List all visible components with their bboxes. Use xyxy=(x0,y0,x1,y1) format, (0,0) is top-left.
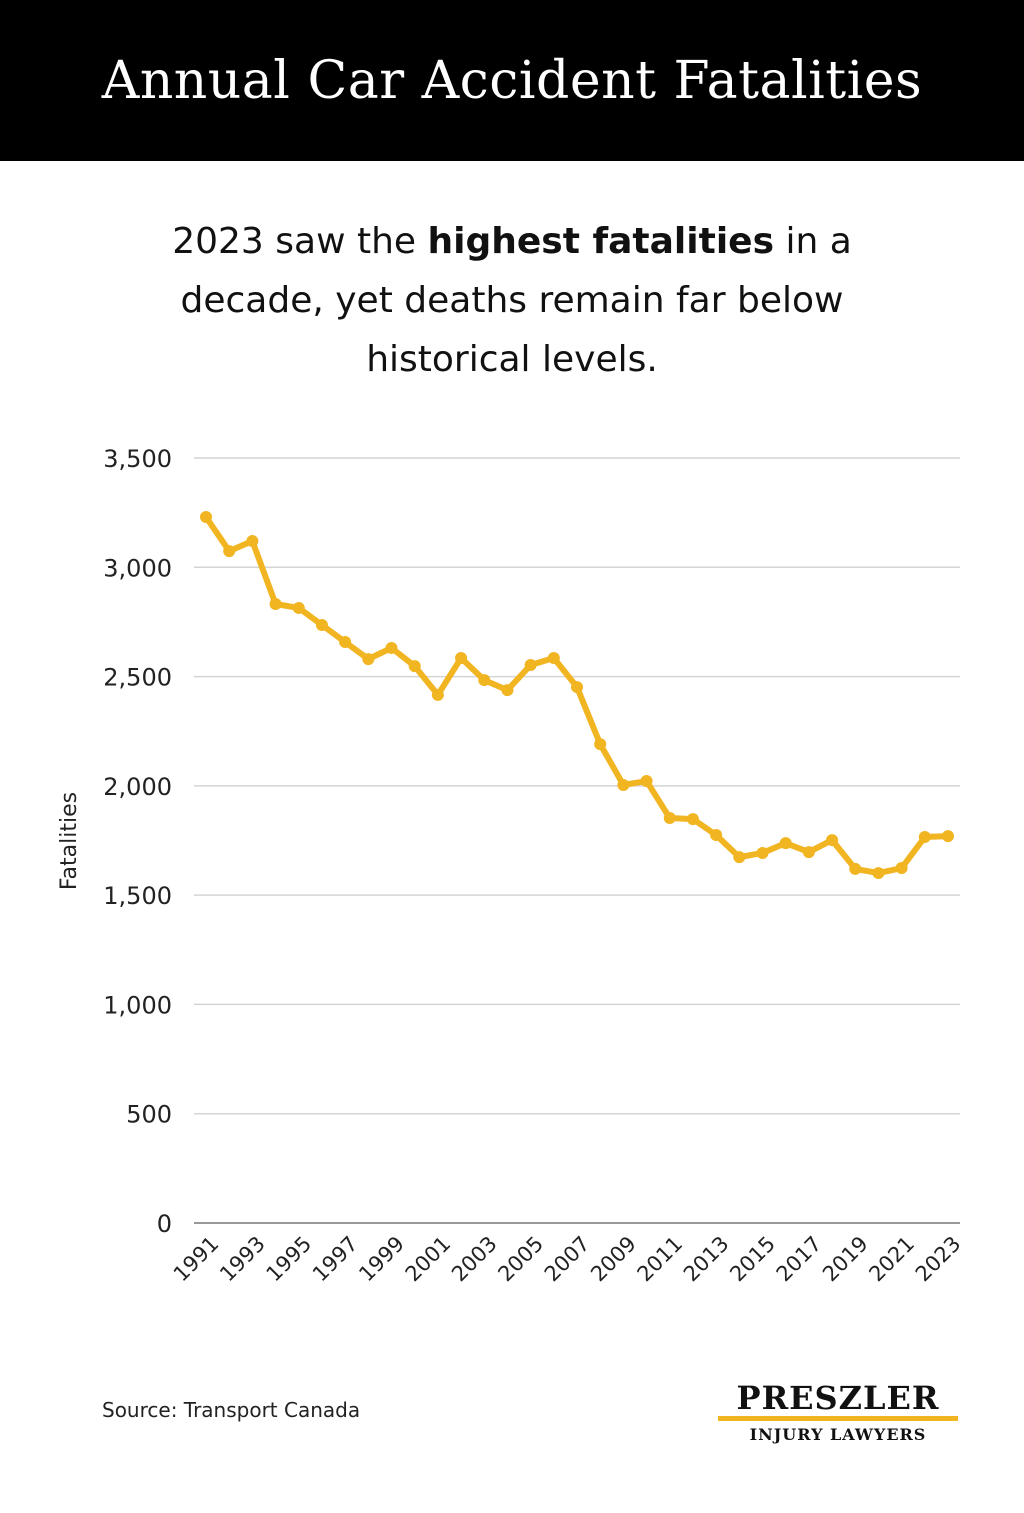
logo-name: PRESZLER xyxy=(736,1379,940,1417)
data-point xyxy=(802,846,815,859)
x-tick-label: 2015 xyxy=(725,1232,780,1287)
data-point xyxy=(733,851,746,864)
subtitle-pre: 2023 saw the xyxy=(172,221,428,262)
y-axis-label: Fatalities xyxy=(57,792,82,890)
subtitle-post: in a decade, yet deaths remain far below… xyxy=(180,221,852,380)
data-point xyxy=(524,658,537,671)
line-chart: 0 500 1,000 1,500 2,000 2,500 3,000 3,500 Fatali… xyxy=(57,445,966,1287)
data-point xyxy=(594,738,607,751)
y-tick-label: 3,500 xyxy=(103,445,172,473)
x-tick-label: 2019 xyxy=(818,1232,873,1287)
data-point xyxy=(617,778,630,791)
preszler-logo: PRESZLER INJURY LAWYERS xyxy=(716,1380,960,1444)
data-point xyxy=(571,681,583,694)
y-tick-label: 500 xyxy=(126,1101,172,1129)
x-tick-label: 2023 xyxy=(911,1232,966,1287)
x-tick-label: 2003 xyxy=(447,1232,502,1287)
x-tick-label: 1997 xyxy=(308,1232,363,1287)
data-point xyxy=(756,846,769,859)
data-point xyxy=(315,618,328,631)
y-tick-label: 1,500 xyxy=(103,882,172,910)
x-tick-label: 1991 xyxy=(169,1232,224,1287)
data-point xyxy=(779,837,792,850)
y-tick-label: 2,000 xyxy=(103,773,172,801)
title-banner: Annual Car Accident Fatalities xyxy=(0,0,1024,161)
data-point xyxy=(710,829,723,842)
logo-subtitle: INJURY LAWYERS xyxy=(749,1425,927,1444)
data-point xyxy=(663,811,676,824)
y-tick-label: 0 xyxy=(157,1210,172,1238)
y-tick-label: 1,000 xyxy=(103,991,172,1019)
data-point xyxy=(826,834,839,847)
logo-underline xyxy=(718,1416,958,1421)
x-tick-label: 2009 xyxy=(586,1232,641,1287)
y-tick-label: 3,000 xyxy=(103,554,172,582)
data-point xyxy=(200,511,212,524)
data-point xyxy=(246,535,259,548)
data-point xyxy=(339,636,352,649)
x-tick-label: 2017 xyxy=(772,1232,827,1287)
chart-subtitle: 2023 saw the highest fatalities in a dec… xyxy=(112,212,912,389)
data-point xyxy=(223,545,236,558)
x-tick-label: 2001 xyxy=(401,1232,456,1287)
data-point xyxy=(547,651,560,664)
data-point xyxy=(269,598,282,611)
data-point xyxy=(895,862,908,875)
x-tick-label: 1995 xyxy=(262,1232,317,1287)
data-point xyxy=(362,653,375,666)
data-point xyxy=(942,830,954,843)
x-tick-label: 2007 xyxy=(540,1232,595,1287)
x-tick-label: 2011 xyxy=(633,1232,688,1287)
data-point xyxy=(872,867,885,880)
data-point xyxy=(385,641,398,654)
data-point xyxy=(478,674,491,687)
subtitle-bold: highest fatalities xyxy=(427,221,774,262)
data-point xyxy=(686,813,699,826)
data-point xyxy=(292,601,305,614)
data-point xyxy=(455,651,468,664)
data-point xyxy=(849,862,862,875)
y-tick-label: 2,500 xyxy=(103,664,172,692)
data-point xyxy=(501,684,514,697)
x-tick-label: 1999 xyxy=(354,1232,409,1287)
x-tick-label: 1993 xyxy=(215,1232,270,1287)
source-note: Source: Transport Canada xyxy=(102,1398,361,1422)
x-tick-label: 2021 xyxy=(864,1232,919,1287)
data-point xyxy=(918,831,931,844)
data-point xyxy=(431,688,444,701)
x-tick-label: 2005 xyxy=(493,1232,548,1287)
page-title: Annual Car Accident Fatalities xyxy=(101,50,923,111)
data-point xyxy=(408,660,421,673)
series-line xyxy=(203,515,949,877)
x-tick-label: 2013 xyxy=(679,1232,734,1287)
data-point xyxy=(640,775,653,788)
